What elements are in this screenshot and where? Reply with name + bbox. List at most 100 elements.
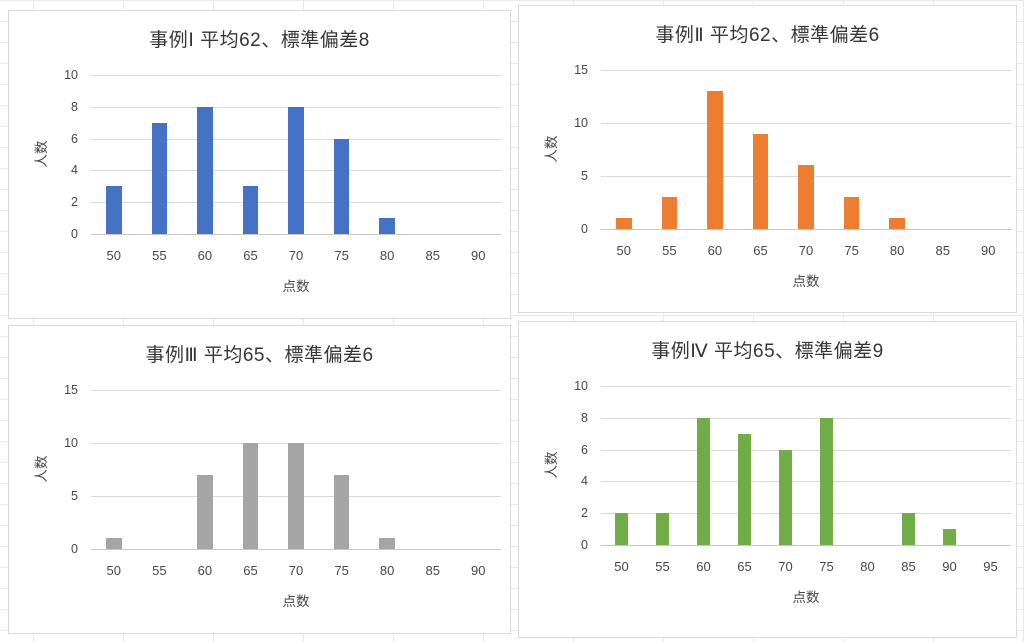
x-axis-title: 点数 — [792, 590, 820, 605]
y-axis-tick-label: 4 — [581, 474, 588, 489]
bar-slot — [601, 70, 647, 229]
y-axis-title: 人数 — [544, 135, 559, 163]
x-axis-tick-label: 85 — [425, 248, 440, 263]
bar-slot — [724, 386, 765, 545]
bar-slot — [456, 390, 502, 549]
bar-slot — [364, 390, 410, 549]
bar-slot — [182, 75, 228, 234]
chart-card-case4[interactable]: 事例Ⅳ 平均65、標準偏差9 人数 0 2 4 6 8 10 50 55 60 65 70 75 80… — [518, 321, 1017, 638]
bar-slot — [456, 75, 502, 234]
x-axis-tick-label: 80 — [379, 563, 395, 578]
bar-series — [91, 390, 501, 549]
bar-series — [91, 75, 501, 234]
x-axis-tick-label: 50 — [106, 248, 122, 263]
bar-75 — [819, 417, 834, 545]
bar-60 — [197, 106, 213, 234]
y-axis-title: 人数 — [34, 455, 49, 483]
chart-title: 事例Ⅲ 平均65、標準偏差6 — [145, 345, 374, 366]
x-axis-tick-label: 90 — [471, 248, 486, 263]
plot-area: 0 2 4 6 8 10 — [574, 379, 1011, 552]
chart-card-case1[interactable]: 事例Ⅰ 平均62、標準偏差8 人数 0 2 4 6 8 10 50 55 60 65 70 75 80… — [8, 10, 511, 319]
y-axis-tick-label: 0 — [581, 538, 588, 552]
gridline — [601, 123, 1011, 124]
x-axis-tick-label: 65 — [243, 563, 258, 578]
x-axis-tick-label: 50 — [614, 559, 629, 574]
x-axis-tick-label: 60 — [707, 243, 723, 258]
x-axis-tick-label: 75 — [819, 559, 834, 574]
y-axis-tick-label: 15 — [574, 63, 588, 77]
bar-slot — [228, 75, 274, 234]
chart-card-case2[interactable]: 事例Ⅱ 平均62、標準偏差6 人数 0 5 10 15 50 55 60 65 70 75 80 8… — [518, 5, 1017, 313]
y-axis-tick-label: 8 — [581, 410, 588, 425]
bar-80 — [889, 218, 905, 229]
bar-50 — [616, 218, 632, 229]
bar-slot — [738, 70, 784, 229]
bar-slot — [601, 386, 642, 545]
bar-slot — [829, 70, 875, 229]
bar-50 — [614, 513, 629, 545]
bar-slot — [319, 390, 365, 549]
bar-90 — [942, 529, 957, 545]
y-axis-tick-label: 10 — [64, 436, 78, 450]
bar-slot — [765, 386, 806, 545]
bar-80 — [379, 218, 395, 234]
x-axis-tick-labels: 50 55 60 65 70 75 80 85 90 95 — [601, 559, 1011, 574]
bar-70 — [798, 165, 814, 229]
y-axis-tick-label: 10 — [574, 379, 588, 393]
bar-65 — [737, 433, 752, 545]
y-axis-tick-label: 5 — [581, 169, 588, 183]
x-axis-tick-label: 55 — [152, 248, 167, 263]
x-axis-tick-label: 60 — [696, 559, 711, 574]
x-axis-tick-label: 55 — [662, 243, 677, 258]
bar-60 — [197, 474, 213, 549]
bar-60 — [707, 91, 723, 229]
bar-75 — [333, 474, 350, 549]
gridline — [601, 481, 1011, 483]
x-axis-line — [601, 545, 1011, 546]
y-axis-tick-label: 6 — [581, 442, 588, 457]
x-axis-tick-label: 75 — [334, 563, 349, 578]
bar-slot — [410, 390, 456, 549]
x-axis-title: 点数 — [282, 279, 310, 294]
bar-70 — [778, 449, 793, 545]
x-axis-tick-label: 70 — [798, 243, 814, 258]
y-axis-tick-label: 10 — [574, 116, 588, 130]
gridline — [601, 417, 1011, 419]
bar-slot — [874, 70, 920, 229]
x-axis-tick-label: 70 — [288, 563, 304, 578]
bar-slot — [683, 386, 724, 545]
gridline — [91, 390, 501, 391]
x-axis-tick-label: 85 — [935, 243, 950, 258]
x-axis-tick-label: 55 — [655, 559, 670, 574]
x-axis-tick-labels: 50 55 60 65 70 75 80 85 90 — [91, 248, 501, 263]
x-axis-tick-label: 60 — [197, 563, 213, 578]
x-axis-tick-label: 75 — [334, 248, 349, 263]
gridline — [601, 70, 1011, 71]
bar-slot — [806, 386, 847, 545]
bar-slot — [273, 390, 319, 549]
x-axis-tick-label: 60 — [197, 248, 213, 263]
bar-slot — [410, 75, 456, 234]
plot-area: 0 5 10 15 — [64, 383, 501, 556]
x-axis-title: 点数 — [792, 274, 820, 289]
y-axis-tick-label: 10 — [64, 68, 78, 82]
bar-65 — [242, 443, 259, 549]
y-axis-tick-label: 0 — [71, 542, 78, 556]
x-axis-tick-label: 90 — [942, 559, 957, 574]
x-axis-tick-label: 55 — [152, 563, 167, 578]
x-axis-tick-label: 50 — [616, 243, 632, 258]
x-axis-line — [601, 229, 1011, 230]
chart-card-case3[interactable]: 事例Ⅲ 平均65、標準偏差6 人数 0 5 10 15 50 55 60 65 70 75 80 8… — [8, 325, 511, 634]
x-axis-tick-label: 85 — [901, 559, 916, 574]
bar-slot — [273, 75, 319, 234]
chart-title: 事例Ⅰ 平均62、標準偏差8 — [149, 30, 370, 51]
x-axis-line — [91, 234, 501, 235]
bar-50 — [106, 538, 122, 549]
x-axis-tick-label: 75 — [844, 243, 859, 258]
bar-60 — [696, 417, 711, 545]
x-axis-tick-label: 65 — [737, 559, 752, 574]
x-axis-tick-label: 80 — [889, 243, 905, 258]
chart-title: 事例Ⅱ 平均62、標準偏差6 — [655, 25, 880, 46]
bar-slot — [929, 386, 970, 545]
bar-75 — [843, 197, 860, 229]
